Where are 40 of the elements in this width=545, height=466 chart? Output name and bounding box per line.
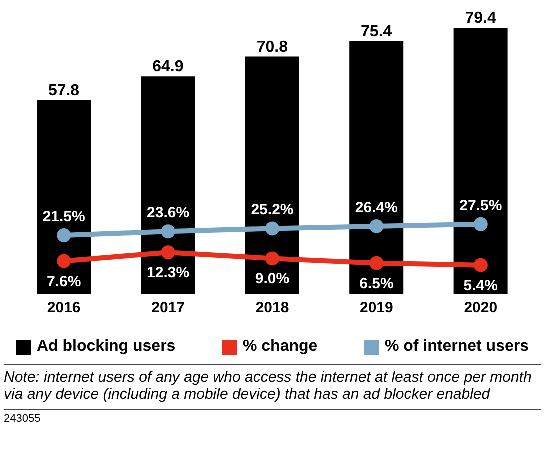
bar [141,76,196,294]
point [161,224,176,239]
bar [245,56,300,294]
data-label: 9.0% [255,270,290,288]
legend-label: Ad blocking users [36,338,176,356]
data-label: 27.5% [460,197,502,214]
data-label: 75.4 [361,23,392,40]
bar [350,41,404,294]
point [474,258,488,272]
point [161,246,176,260]
x-tick-label: 2018 [256,300,290,317]
x-tick-label: 2020 [464,300,498,317]
data-label: 21.5% [42,208,86,226]
data-label: 25.2% [251,202,294,219]
data-label: 57.8 [48,82,80,100]
point [370,219,384,234]
x-tick-label: 2016 [47,300,81,317]
point [266,252,280,266]
bar [454,28,508,294]
bar [37,100,92,294]
data-label: 64.9 [152,58,184,76]
legend-label: % change [242,338,318,356]
point [474,217,488,232]
data-label: 6.5% [360,275,394,292]
data-label: 5.4% [464,277,498,294]
data-label: 26.4% [355,199,398,216]
data-label: 7.6% [47,273,82,290]
data-label: 12.3% [147,264,190,282]
x-tick-label: 2019 [360,300,394,317]
point [266,222,280,236]
point [370,256,384,270]
text: 243055 [4,413,41,425]
point [57,254,72,268]
data-label: 23.6% [147,204,190,222]
point [57,228,72,243]
data-label: 79.4 [465,10,496,27]
text: Note: internet users of any age who access the internet at least once per month via any device (including a mobile device) that has an ad blocker enabled [4,369,533,403]
data-label: 70.8 [256,38,288,56]
x-tick-label: 2017 [152,300,185,317]
legend-label: % of internet users [384,338,529,356]
